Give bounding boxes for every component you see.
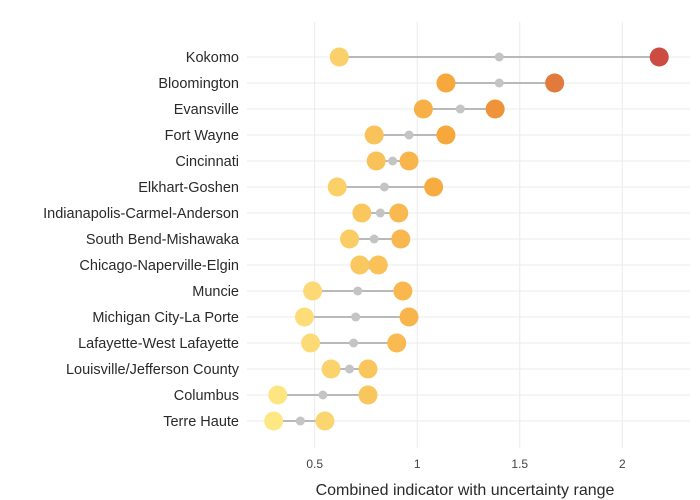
low-point [366,151,386,171]
category-label: Michigan City-La Porte [92,310,239,326]
category-label: Elkhart-Goshen [138,180,239,196]
low-point [264,411,284,431]
category-label: Chicago-Naperville-Elgin [79,258,239,274]
midpoint-dot [375,208,385,218]
category-label: Fort Wayne [165,128,239,144]
low-point [327,177,347,197]
midpoint-dot [455,104,465,114]
high-point [358,359,378,379]
category-label: Lafayette-West Lafayette [78,336,239,352]
category-label: Bloomington [158,76,239,92]
data-points [264,47,669,431]
high-point [391,229,411,249]
category-label: Louisville/Jefferson County [66,362,240,378]
midpoint-dot [351,312,361,322]
low-point [436,73,456,93]
high-point [389,203,409,223]
high-point [424,177,444,197]
midpoint-dot [379,182,389,192]
midpoint-dot [388,156,398,166]
midpoint-dot [349,338,359,348]
high-point [649,47,669,67]
low-point [329,47,349,67]
low-point [268,385,288,405]
midpoint-dot [345,364,355,374]
low-point [364,125,384,145]
midpoint-dot [369,234,379,244]
midpoint-dot [353,286,363,296]
high-point [358,385,378,405]
high-point [436,125,456,145]
high-point [315,411,335,431]
x-tick-label: 0.5 [306,457,323,471]
low-point [301,333,321,353]
low-point [303,281,323,301]
category-label: South Bend-Mishawaka [86,232,240,248]
category-label: Evansville [174,102,239,118]
category-label: Kokomo [186,50,239,66]
low-point [340,229,360,249]
category-label: Cincinnati [175,154,239,170]
category-label: Muncie [192,284,239,300]
midpoint-dot [494,78,504,88]
high-point [545,73,565,93]
category-label: Columbus [174,388,239,404]
category-label: Indianapolis-Carmel-Anderson [43,206,239,222]
high-point [387,333,407,353]
high-point [485,99,505,119]
grid-layer [247,22,690,448]
midpoint-dot [404,130,414,140]
x-tick-label: 2 [619,457,626,471]
x-tick-label: 1 [414,457,421,471]
high-point [368,255,388,275]
high-point [399,307,419,327]
low-point [350,255,370,275]
midpoint-dot [494,52,504,62]
x-axis-title: Combined indicator with uncertainty rang… [316,482,615,499]
low-point [294,307,314,327]
low-point [321,359,341,379]
x-tick-label: 1.5 [511,457,528,471]
midpoint-dot [295,416,305,426]
midpoint-dot [318,390,328,400]
low-point [413,99,433,119]
category-label: Terre Haute [163,414,239,430]
high-point [393,281,413,301]
high-point [399,151,419,171]
category-labels: Kokomo Bloomington Evansville Fort Wayne Cin… [43,50,240,430]
x-tick-labels: 0.5 1 1.5 2 [306,457,626,471]
low-point [352,203,372,223]
